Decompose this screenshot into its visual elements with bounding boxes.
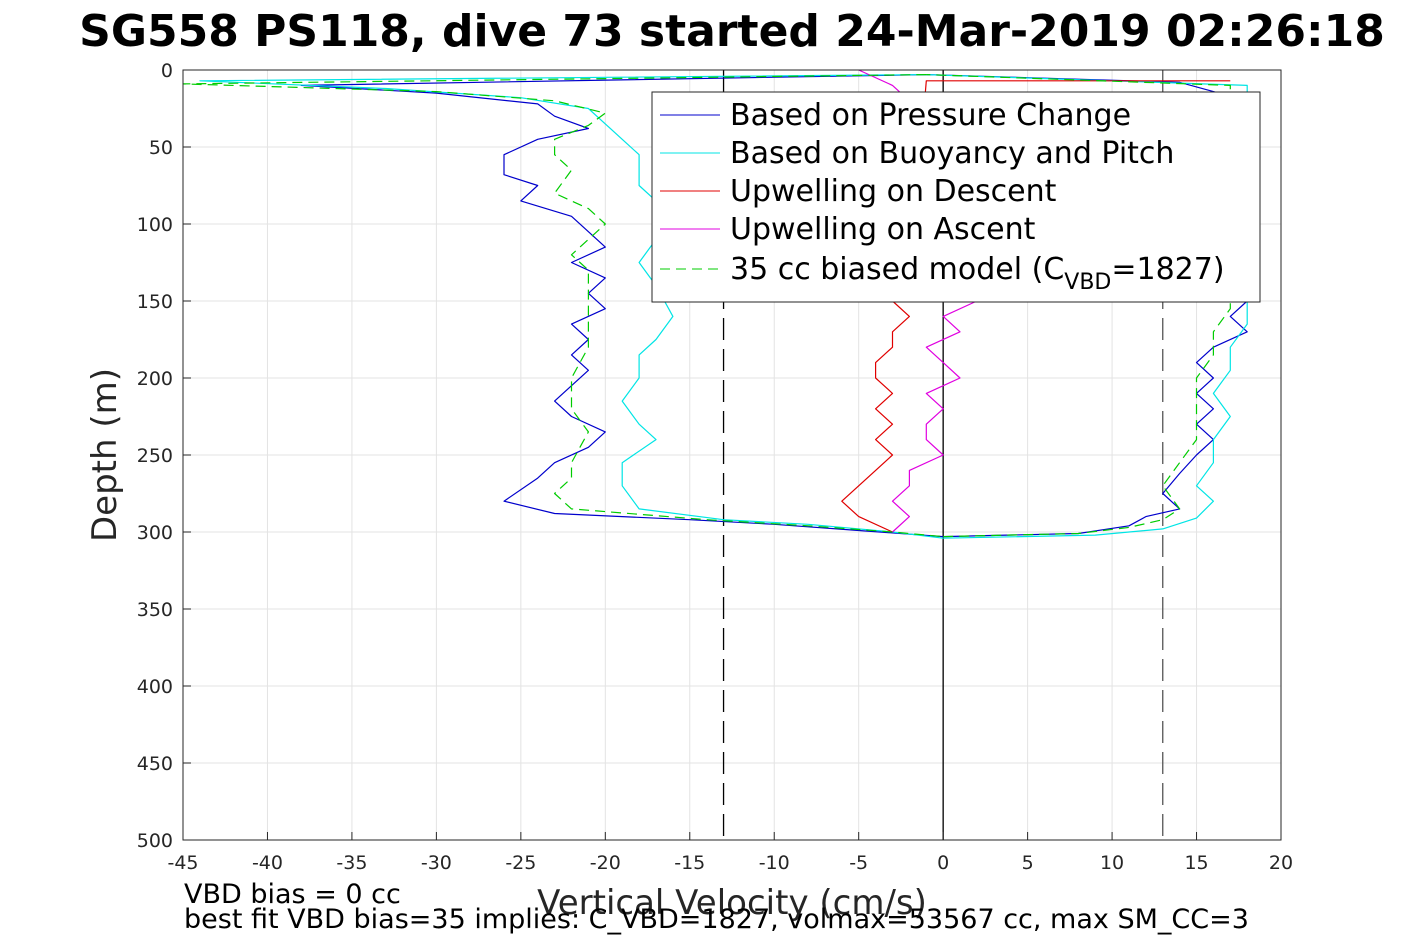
legend-label: Based on Buoyancy and Pitch xyxy=(730,136,1174,171)
x-tick-label: 10 xyxy=(1100,852,1124,874)
legend-label: Based on Pressure Change xyxy=(730,98,1131,133)
note-best-fit: best fit VBD bias=35 implies: C_VBD=1827… xyxy=(184,904,1249,935)
y-tick-label: 200 xyxy=(137,368,173,390)
y-axis-ticks: 0 50 100 150 200 250 300 350 400 450 500 xyxy=(137,60,191,852)
legend: Based on Pressure Change Based on Buoyan… xyxy=(651,91,1261,303)
x-tick-label: 15 xyxy=(1184,852,1208,874)
legend-entry-upwelling-descent: Upwelling on Descent xyxy=(660,174,1057,209)
y-tick-label: 250 xyxy=(137,445,173,467)
note-vbd-bias: VBD bias = 0 cc xyxy=(184,879,401,910)
x-tick-label: -35 xyxy=(336,852,367,874)
x-tick-label: -15 xyxy=(674,852,705,874)
legend-box xyxy=(651,91,1261,303)
y-tick-label: 300 xyxy=(137,522,173,544)
x-tick-label: -25 xyxy=(505,852,536,874)
y-tick-label: 400 xyxy=(137,676,173,698)
series-line-4-ascent xyxy=(926,74,1231,538)
y-tick-label: 100 xyxy=(137,214,173,236)
series-line-4-descent xyxy=(182,74,944,538)
legend-entry-pressure: Based on Pressure Change xyxy=(660,98,1131,133)
x-axis-label: Vertical Velocity (cm/s) xyxy=(537,883,927,923)
x-tick-label: -5 xyxy=(849,852,868,874)
y-tick-label: 50 xyxy=(149,137,173,159)
x-tick-label: 0 xyxy=(937,852,949,874)
x-tick-label: -20 xyxy=(590,852,621,874)
x-tick-label: 5 xyxy=(1022,852,1034,874)
x-tick-label: -40 xyxy=(252,852,283,874)
legend-label: Upwelling on Descent xyxy=(730,174,1057,209)
legend-label: 35 cc biased model (CVBD=1827) xyxy=(730,252,1225,295)
y-axis-label: Depth (m) xyxy=(85,368,125,542)
x-axis-ticks: -45 -40 -35 -30 -25 -20 -15 -10 -5 0 5 10 15 20 xyxy=(167,832,1293,874)
x-tick-label: 20 xyxy=(1269,852,1293,874)
legend-entry-upwelling-ascent: Upwelling on Ascent xyxy=(660,212,1036,247)
x-tick-label: -45 xyxy=(167,852,198,874)
y-tick-label: 500 xyxy=(137,830,173,852)
x-tick-label: -10 xyxy=(759,852,790,874)
y-tick-label: 150 xyxy=(137,291,173,313)
y-tick-label: 450 xyxy=(137,753,173,775)
chart-title: SG558 PS118, dive 73 started 24-Mar-2019… xyxy=(79,6,1385,57)
series-line-0-descent xyxy=(300,74,944,538)
legend-entry-biased-model: 35 cc biased model (CVBD=1827) xyxy=(660,252,1225,295)
x-tick-label: -30 xyxy=(421,852,452,874)
legend-entry-buoyancy: Based on Buoyancy and Pitch xyxy=(660,136,1174,171)
y-tick-label: 0 xyxy=(161,60,173,82)
y-tick-label: 350 xyxy=(137,599,173,621)
legend-label: Upwelling on Ascent xyxy=(730,212,1036,247)
